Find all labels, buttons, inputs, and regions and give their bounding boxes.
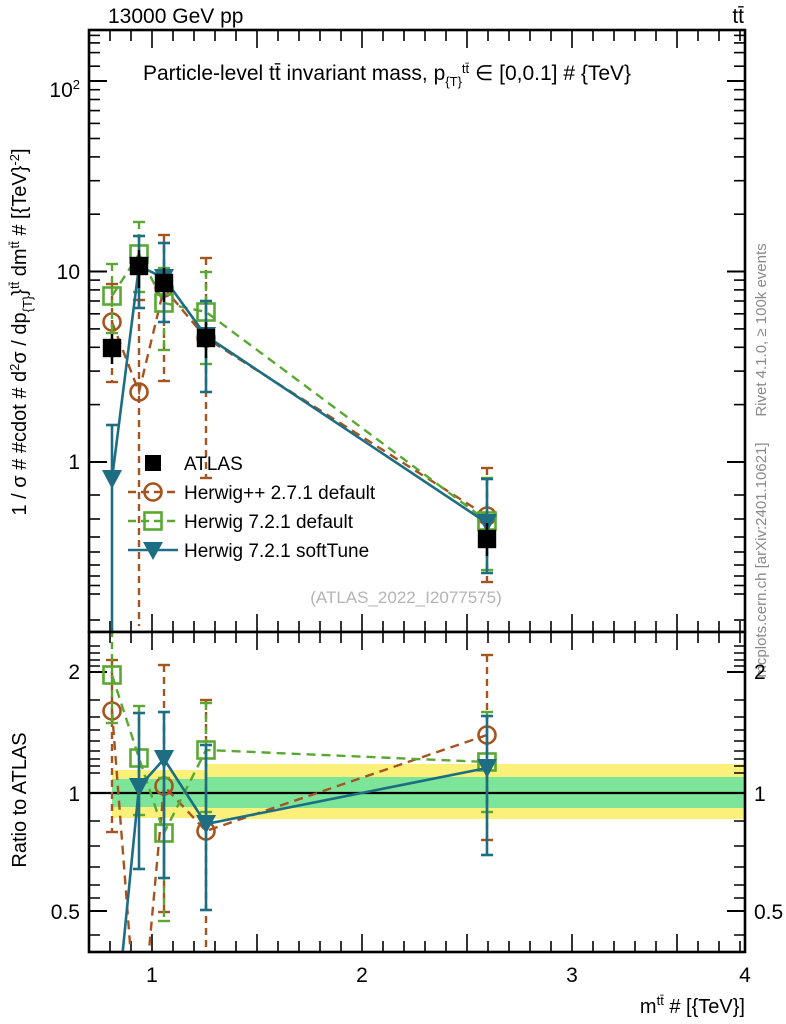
series-atlas-main xyxy=(102,250,497,556)
watermark-label: (ATLAS_2022_I2077575) xyxy=(310,588,502,607)
ratio-x-ticks xyxy=(109,632,741,952)
svg-text:mtt̄ # [{TeV}]: mtt̄ # [{TeV}] xyxy=(640,993,745,1018)
xtick-4: 4 xyxy=(739,964,751,987)
ratio-ytick-1: 1 xyxy=(68,783,80,806)
ratio-panel: Ratio to ATLAS 2 1 0.5 2 1 0.5 xyxy=(9,630,783,954)
legend-item-herwig721-softtune[interactable]: Herwig 7.2.1 softTune xyxy=(128,541,369,562)
main-ytick-100: 102 xyxy=(49,77,80,102)
side-note-bottom: mcplots.cern.ch [arXiv:2401.10621] xyxy=(753,442,770,677)
ratio-ytick-05-right: 0.5 xyxy=(754,901,783,924)
xtick-1: 1 xyxy=(146,964,158,987)
main-y-axis-title: 1 / σ # #cdot # d2σ / dp{T}}tt̄ dmtt̄ # … xyxy=(7,148,35,515)
legend-item-herwigpp[interactable]: Herwig++ 2.7.1 default xyxy=(128,482,376,504)
legend-label-herwig721-default: Herwig 7.2.1 default xyxy=(184,512,354,533)
legend-label-atlas: ATLAS xyxy=(184,454,243,475)
ratio-ytick-05: 0.5 xyxy=(51,901,80,924)
legend-item-herwig721-default[interactable]: Herwig 7.2.1 default xyxy=(128,511,354,533)
svg-text:102: 102 xyxy=(49,77,80,102)
header-left-label: 13000 GeV pp xyxy=(108,5,243,28)
ratio-ytick-1-right: 1 xyxy=(754,783,766,806)
legend: ATLAS Herwig++ 2.7.1 default Herwig 7.2.… xyxy=(128,454,376,562)
series-herwig721-softtune-ratio xyxy=(121,710,497,951)
legend-marker-square-open-icon xyxy=(143,511,163,531)
main-y-major-ticks xyxy=(89,80,745,463)
x-axis-title: mtt̄ # [{TeV}] xyxy=(640,993,745,1018)
legend-label-herwig721-softtune: Herwig 7.2.1 softTune xyxy=(184,541,369,562)
legend-marker-circle-open-icon xyxy=(143,482,163,502)
svg-text:Particle-level tt̄ invariant m: Particle-level tt̄ invariant mass, p{T}t… xyxy=(143,61,631,89)
legend-item-atlas[interactable]: ATLAS xyxy=(145,454,243,475)
legend-marker-triangle-down-icon xyxy=(143,542,163,560)
main-plot-title: Particle-level tt̄ invariant mass, p{T}t… xyxy=(143,61,631,89)
main-x-ticks xyxy=(109,30,741,632)
side-note-top: Rivet 4.1.0, ≥ 100k events xyxy=(753,243,770,416)
ratio-ytick-2-right: 2 xyxy=(754,661,766,684)
legend-marker-square-filled-icon xyxy=(145,455,161,471)
legend-label-herwigpp: Herwig++ 2.7.1 default xyxy=(184,483,376,504)
svg-text:1 / σ # #cdot # d2σ / dp{T}}tt: 1 / σ # #cdot # d2σ / dp{T}}tt̄ dmtt̄ # … xyxy=(7,148,35,515)
main-ytick-10: 10 xyxy=(57,261,80,284)
main-y-minor-ticks xyxy=(89,34,745,621)
ratio-panel-frame xyxy=(87,630,747,954)
ratio-y-minor-ticks xyxy=(89,645,745,936)
ratio-ytick-2: 2 xyxy=(68,661,80,684)
header-right-label: tt̄ xyxy=(732,5,744,28)
xtick-3: 3 xyxy=(566,964,578,987)
main-panel: Particle-level tt̄ invariant mass, p{T}t… xyxy=(49,28,747,634)
main-ytick-1: 1 xyxy=(68,451,80,474)
xtick-2: 2 xyxy=(356,964,368,987)
ratio-y-axis-title: Ratio to ATLAS xyxy=(9,732,31,867)
